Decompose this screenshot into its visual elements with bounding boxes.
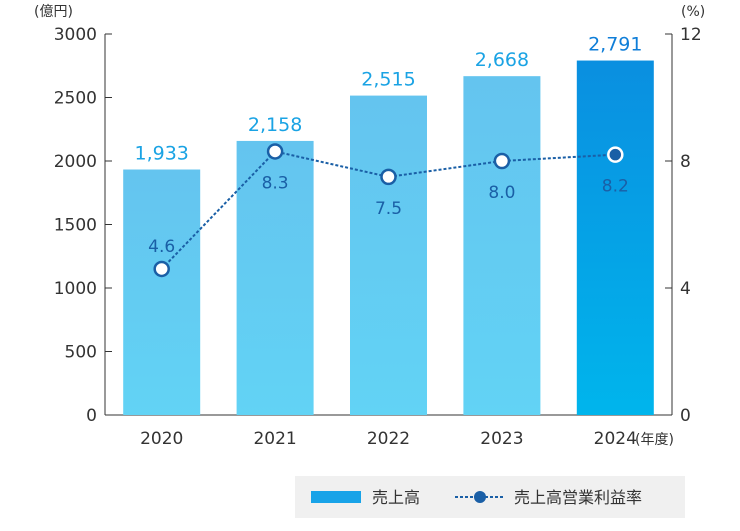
x-tick-label: 2021	[253, 429, 296, 449]
line-value-label: 8.3	[262, 173, 289, 193]
y-left-tick-label: 1500	[54, 216, 97, 236]
line-point	[607, 146, 624, 163]
bar-value-label: 2,515	[361, 69, 415, 91]
legend-bar-label: 売上高	[372, 488, 420, 507]
line-value-label: 7.5	[375, 199, 402, 219]
legend: 売上高 売上高営業利益率	[295, 476, 685, 518]
bar	[123, 169, 201, 415]
y-left-tick-label: 0	[86, 406, 97, 426]
line-point	[493, 152, 511, 170]
y-left-tick-label: 2000	[54, 152, 97, 172]
bar-value-label: 2,791	[588, 34, 642, 56]
line-point	[266, 143, 284, 160]
y-right-tick-label: 0	[680, 406, 691, 426]
legend-line-label: 売上高営業利益率	[514, 488, 642, 507]
line-point	[153, 260, 170, 278]
bar-value-label: 2,158	[248, 114, 302, 136]
line-value-label: 8.0	[488, 183, 515, 203]
bar	[350, 95, 427, 415]
line-point	[380, 168, 397, 186]
data-labels: 1,933 2,158 2,515 2,668 2,791 4.6 8.3 7.5 8.0 8.2	[134, 34, 642, 257]
y-left-tick-label: 3000	[54, 25, 97, 45]
x-tick-label: 2023	[480, 429, 523, 449]
bars	[123, 60, 654, 415]
x-tick-label: 2024	[594, 429, 637, 449]
axes: 0 500 1000 1500 2000 2500 3000 0 4 8 12 2020 2021 202…	[54, 25, 702, 449]
y-right-tick-label: 4	[680, 279, 691, 299]
legend-line-marker	[474, 491, 486, 503]
legend-bar-swatch	[311, 491, 361, 503]
y-left-tick-label: 500	[65, 343, 97, 363]
x-unit: (年度)	[635, 432, 674, 448]
y-left-tick-label: 2500	[54, 89, 97, 109]
line-series	[153, 143, 624, 278]
bar	[463, 76, 541, 415]
line-value-label: 8.2	[602, 177, 629, 197]
y-left-unit: (億円)	[34, 4, 73, 20]
y-right-tick-label: 8	[680, 152, 691, 172]
bar	[576, 60, 654, 415]
bar	[236, 140, 314, 415]
bar-value-label: 1,933	[134, 143, 188, 165]
y-right-unit: (%)	[681, 4, 705, 20]
line-path	[160, 150, 616, 270]
line-value-label: 4.6	[148, 237, 175, 257]
x-tick-label: 2022	[367, 429, 410, 449]
x-tick-label: 2020	[140, 429, 183, 449]
bar-value-label: 2,668	[475, 49, 529, 71]
y-left-tick-label: 1000	[54, 279, 97, 299]
y-right-tick-label: 12	[680, 25, 702, 45]
